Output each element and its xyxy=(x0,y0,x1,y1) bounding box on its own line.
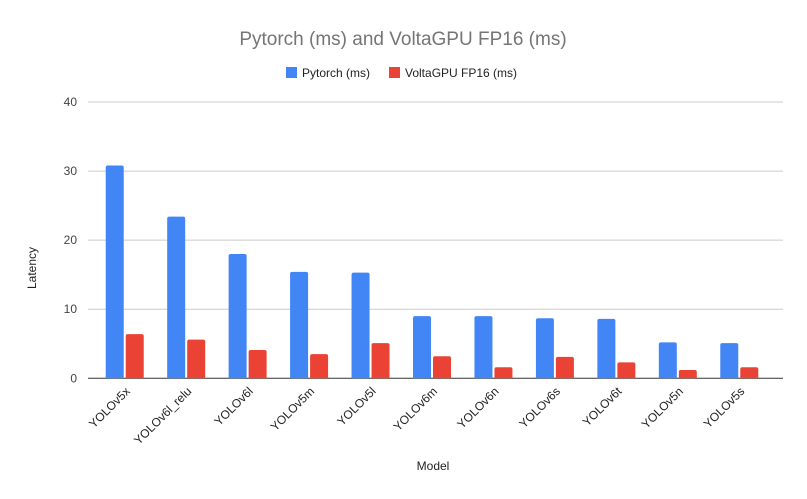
bar-voltagpu-YOLOv5l xyxy=(371,343,390,379)
bar-pytorch-YOLOv5m xyxy=(290,271,309,379)
bar-voltagpu-YOLOv6t xyxy=(617,362,636,379)
bar-voltagpu-YOLOv6m xyxy=(433,356,451,379)
x-tick-label: YOLOv6l xyxy=(211,384,255,428)
bar-pytorch-YOLOv5l xyxy=(351,272,370,379)
bar-voltagpu-YOLOv5m xyxy=(310,354,329,379)
y-tick-label: 30 xyxy=(64,164,78,178)
x-tick-label: YOLOv6t xyxy=(580,384,625,429)
bar-voltagpu-YOLOv5s xyxy=(740,367,759,379)
legend-swatch-voltagpu xyxy=(389,67,400,78)
bar-pytorch-YOLOv5n xyxy=(658,342,677,379)
bar-pytorch-YOLOv6l_relu xyxy=(167,216,186,379)
y-tick-label: 10 xyxy=(64,302,78,316)
bar-voltagpu-YOLOv6s xyxy=(555,356,574,379)
bar-pytorch-YOLOv6m xyxy=(413,316,431,379)
bar-pytorch-YOLOv6n xyxy=(474,316,493,379)
y-tick-label: 40 xyxy=(64,95,78,109)
x-tick-label: YOLOv6m xyxy=(391,384,441,434)
bar-pytorch-YOLOv6s xyxy=(535,318,554,379)
x-tick-label: YOLOv5n xyxy=(639,384,686,431)
legend-swatch-pytorch xyxy=(286,67,297,78)
x-tick-label: YOLOv6l_relu xyxy=(131,384,194,447)
bar-voltagpu-YOLOv6n xyxy=(494,367,513,379)
x-tick-label: YOLOv5x xyxy=(86,384,133,431)
x-tick-label: YOLOv6n xyxy=(454,384,501,431)
legend-label-voltagpu: VoltaGPU FP16 (ms) xyxy=(405,66,517,80)
y-tick-label: 0 xyxy=(70,371,77,385)
x-tick-label: YOLOv5s xyxy=(701,384,748,431)
bar-pytorch-YOLOv5x xyxy=(105,165,124,379)
x-axis-label: Model xyxy=(417,459,450,473)
x-tick-label: YOLOv5l xyxy=(334,384,378,428)
bar-pytorch-YOLOv5s xyxy=(720,343,739,379)
x-tick-label: YOLOv6s xyxy=(516,384,563,431)
y-axis-label: Latency xyxy=(25,247,39,289)
bar-pytorch-YOLOv6t xyxy=(597,318,616,379)
bar-voltagpu-YOLOv6l_relu xyxy=(187,339,206,379)
y-tick-label: 20 xyxy=(64,233,78,247)
legend-label-pytorch: Pytorch (ms) xyxy=(302,66,370,80)
bar-voltagpu-YOLOv5x xyxy=(125,334,144,379)
bar-voltagpu-YOLOv5n xyxy=(678,370,697,379)
bar-pytorch-YOLOv6l xyxy=(228,253,247,379)
bar-voltagpu-YOLOv6l xyxy=(248,349,267,379)
legend: Pytorch (ms) VoltaGPU FP16 (ms) xyxy=(286,66,517,80)
chart-title: Pytorch (ms) and VoltaGPU FP16 (ms) xyxy=(239,29,566,50)
x-tick-label: YOLOv5m xyxy=(268,384,318,434)
